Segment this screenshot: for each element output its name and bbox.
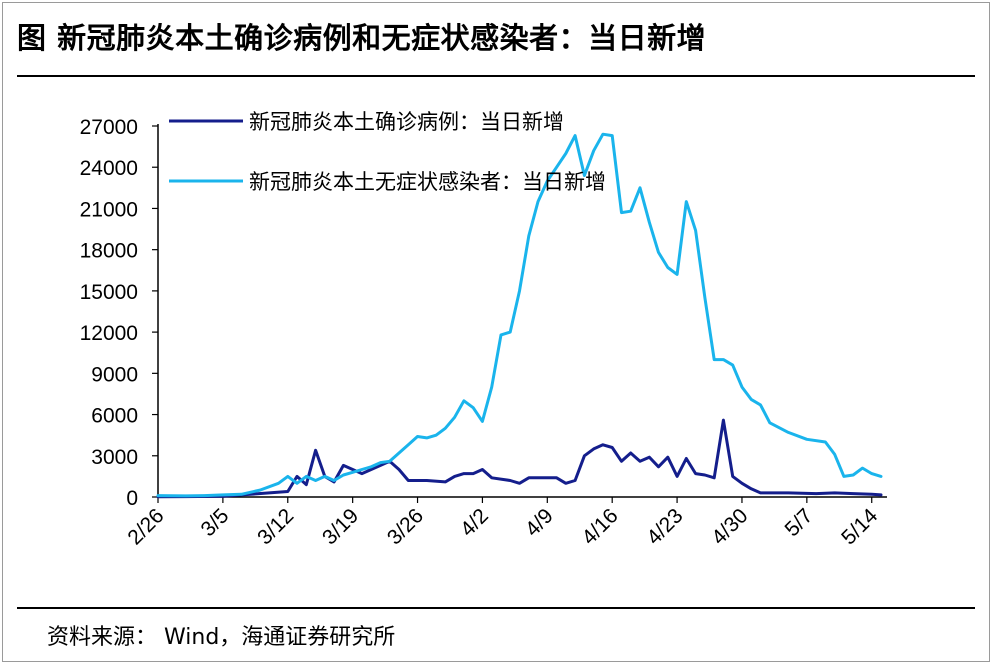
x-tick-label: 4/2 <box>456 504 493 541</box>
y-tick-label: 21000 <box>80 198 138 221</box>
x-tick-label: 4/23 <box>642 504 687 549</box>
y-tick-label: 24000 <box>80 157 138 180</box>
series-layer <box>156 132 883 499</box>
top-rule <box>17 75 975 77</box>
legend-label-asymptomatic: 新冠肺炎本土无症状感染者：当日新增 <box>249 170 606 194</box>
x-tick-label: 4/16 <box>578 504 623 549</box>
y-tick-label: 6000 <box>91 405 138 428</box>
bottom-rule <box>17 607 975 609</box>
x-tick-label: 3/26 <box>383 504 428 549</box>
x-tick-label: 4/30 <box>707 504 752 549</box>
x-tick-label: 4/9 <box>521 504 558 541</box>
y-tick-label: 9000 <box>91 363 138 386</box>
x-tick-label: 5/7 <box>780 504 817 541</box>
series-line-confirmed <box>156 418 883 499</box>
y-tick-label: 15000 <box>80 281 138 304</box>
x-tick-label: 3/12 <box>253 504 298 549</box>
x-tick-label: 3/19 <box>318 504 363 549</box>
y-tick-label: 12000 <box>80 322 138 345</box>
y-tick-label: 27000 <box>80 116 138 139</box>
y-tick-label: 3000 <box>91 446 138 469</box>
series-line-asymptomatic <box>156 132 883 498</box>
y-tick-label: 18000 <box>80 240 138 263</box>
figure-title: 图 新冠肺炎本土确诊病例和无症状感染者：当日新增 <box>17 21 707 55</box>
x-tick-label: 5/14 <box>837 504 882 549</box>
x-tick-label: 3/5 <box>197 504 234 541</box>
line-chart: 0 3000 6000 9000 12000 15000 18000 21000 24000 27… <box>80 110 887 549</box>
source-note: 资料来源： Wind，海通证券研究所 <box>47 625 396 650</box>
legend-label-confirmed: 新冠肺炎本土确诊病例：当日新增 <box>249 110 564 134</box>
legend: 新冠肺炎本土确诊病例：当日新增 新冠肺炎本土无症状感染者：当日新增 <box>169 110 606 194</box>
y-tick-label: 0 <box>126 487 138 510</box>
x-tick-label: 2/26 <box>123 504 168 549</box>
